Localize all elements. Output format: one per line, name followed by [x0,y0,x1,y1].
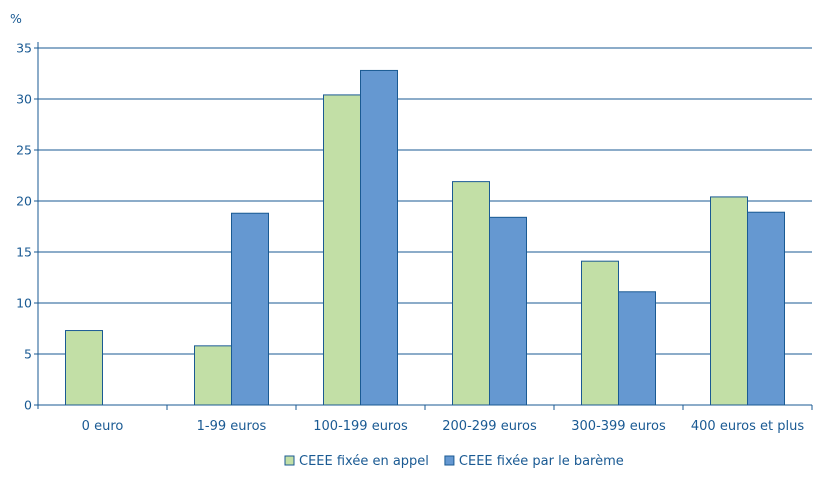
legend-swatch [444,455,455,466]
bar-bareme [489,216,527,406]
y-tick-label: 20 [16,194,32,209]
bar-appel [323,94,361,406]
x-category-label: 100-199 euros [313,419,408,434]
gridlines [38,47,812,355]
legend-label: CEEE fixée par le barème [459,454,624,469]
x-category-label: 300-399 euros [571,419,666,434]
bar-bareme [360,69,398,406]
legend-swatch [284,455,295,466]
y-tick-label: 5 [24,347,32,362]
bars [65,69,785,406]
x-category-label: 400 euros et plus [691,419,804,434]
y-axis-ticks: 0 5 10 15 20 25 30 35 [16,41,38,413]
y-tick-label: 10 [16,296,32,311]
bar-appel [710,196,748,406]
bar-appel [452,181,490,406]
y-axis-label: % [10,11,22,26]
legend-label: CEEE fixée en appel [299,454,429,469]
bar-appel [194,345,232,406]
y-tick-label: 30 [16,92,32,107]
x-category-label: 0 euro [82,419,124,434]
legend: CEEE fixée en appel CEEE fixée par le bar… [284,454,624,469]
x-axis [37,42,813,410]
bar-bareme [618,291,656,406]
y-tick-label: 15 [16,245,32,260]
x-category-label: 200-299 euros [442,419,537,434]
y-tick-label: 0 [24,398,32,413]
x-category-label: 1-99 euros [197,419,267,434]
bar-appel [581,260,619,406]
y-tick-label: 35 [16,41,32,56]
category-labels: 0 euro 1-99 euros 100-199 euros 200-299 eur… [82,419,805,434]
y-tick-label: 25 [16,143,32,158]
bar-bareme [231,212,269,406]
bar-bareme [747,211,785,406]
bar-appel [65,330,103,406]
